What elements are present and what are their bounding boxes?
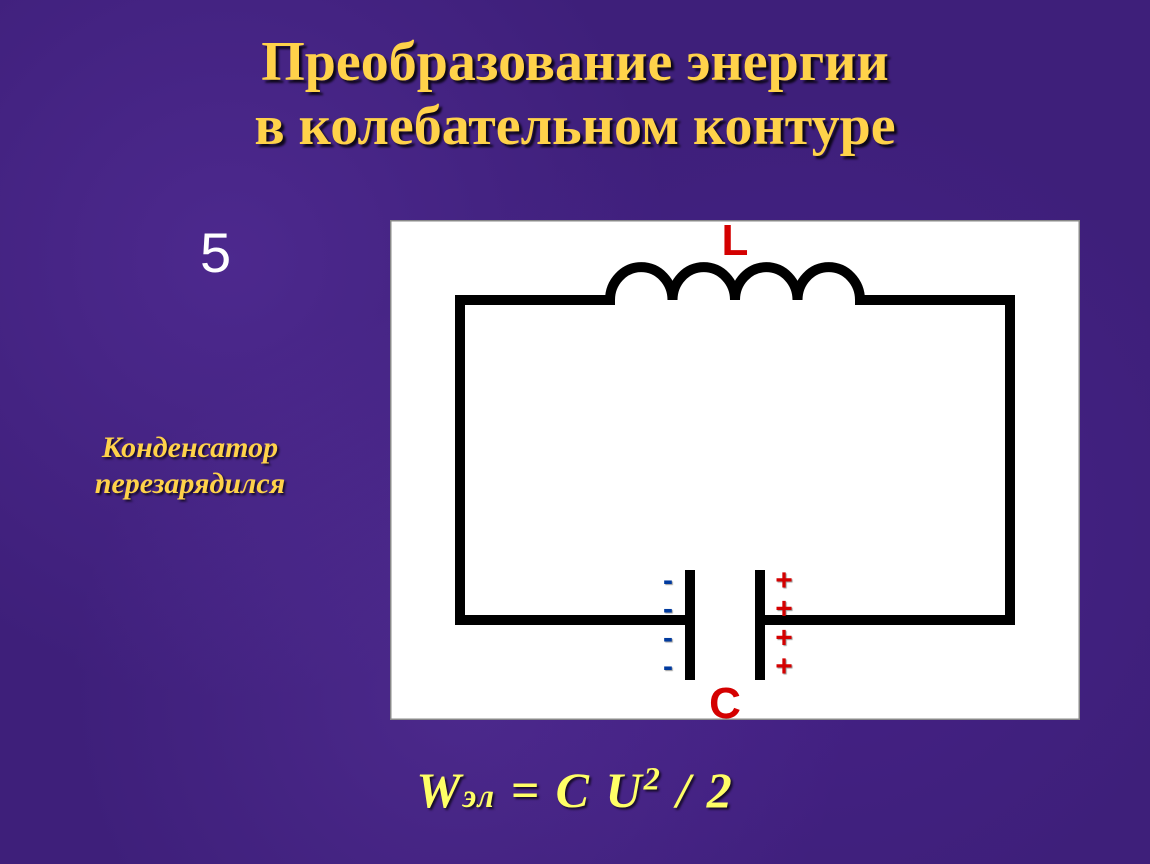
- slide: Преобразование энергии в колебательном к…: [0, 0, 1150, 864]
- step-number: 5: [200, 220, 231, 285]
- caption-line-2: перезарядился: [95, 467, 285, 500]
- title-line-1: Преобразование энергии: [261, 31, 889, 93]
- formula-sub: эл: [463, 779, 496, 815]
- formula-sup: 2: [644, 761, 662, 797]
- lc-circuit-diagram: -+-+-+-+LC: [390, 220, 1080, 720]
- circuit-svg: -+-+-+-+LC: [390, 220, 1080, 720]
- capacitor-label: C: [709, 679, 741, 720]
- title-line-2: в колебательном контуре: [254, 95, 895, 157]
- caption: Конденсатор перезарядился: [40, 430, 340, 502]
- inductor-label: L: [722, 220, 749, 265]
- formula-w: W: [416, 762, 462, 818]
- caption-line-1: Конденсатор: [102, 431, 278, 464]
- formula-tail: / 2: [662, 762, 734, 818]
- charge-plus: +: [775, 650, 793, 683]
- charge-minus: -: [663, 650, 673, 683]
- formula-cu: C U: [556, 762, 644, 818]
- energy-formula: Wэл = C U2 / 2: [0, 761, 1150, 819]
- slide-title: Преобразование энергии в колебательном к…: [0, 30, 1150, 159]
- formula-eq: =: [496, 762, 556, 818]
